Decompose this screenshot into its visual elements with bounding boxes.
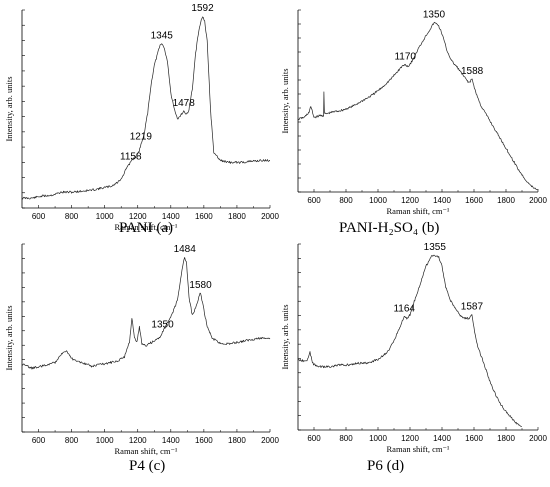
panel-caption-b: PANI-H₂SO₄ (b): [339, 220, 440, 236]
peak-label-c: 1580: [189, 280, 212, 291]
peak-label-a: 1219: [130, 132, 153, 143]
x-tick-label-b: 1000: [369, 196, 387, 205]
x-tick-label-d: 800: [339, 434, 353, 443]
x-tick-label-d: 1800: [497, 434, 515, 443]
x-tick-label-c: 1800: [228, 436, 246, 445]
peak-label-b: 1588: [461, 66, 484, 77]
panel-caption-c: P4 (c): [129, 458, 166, 474]
y-axis-title-d: Intensity, arb. units: [280, 304, 290, 369]
peak-label-b: 1170: [394, 52, 416, 63]
panel-b: 600 800 1000 1200 1400 1600 1800 2000 Raman shif…: [280, 9, 547, 216]
x-tick-label-a: 1400: [162, 212, 180, 221]
x-axis-title-d: Raman shift, cm⁻¹: [387, 444, 450, 454]
peak-label-d: 1355: [424, 242, 447, 253]
y-axis-title-a: Intensity, arb. units: [4, 76, 14, 141]
x-tick-label-a: 600: [32, 212, 46, 221]
x-axis-title-a: Raman shift, cm⁻¹: [115, 222, 178, 232]
x-tick-label-b: 1800: [497, 196, 515, 205]
x-tick-label-c: 2000: [261, 436, 279, 445]
spectrum-line-d: [297, 254, 522, 427]
panel-c: 600 800 1000 1200 1400 1600 1800 2000 Raman shif…: [4, 243, 279, 456]
x-tick-label-c: 1200: [129, 436, 147, 445]
x-tick-label-c: 1600: [195, 436, 213, 445]
x-tick-label-a: 1600: [195, 212, 213, 221]
y-axis-title-b: Intensity, arb. units: [280, 68, 290, 133]
peak-label-a: 1478: [173, 98, 196, 109]
x-tick-label-b: 600: [307, 196, 321, 205]
x-axis-title-b: Raman shift, cm⁻¹: [387, 206, 450, 216]
x-tick-label-a: 800: [65, 212, 79, 221]
x-tick-label-b: 2000: [529, 196, 547, 205]
peak-label-c: 1484: [174, 244, 197, 255]
x-axis-title-c: Raman shift, cm⁻¹: [115, 446, 178, 456]
x-tick-label-a: 1800: [228, 212, 246, 221]
peak-label-a: 1345: [151, 31, 174, 42]
panel-a: 600 800 1000 1200 1400 1600 1800 2000 Raman shif…: [4, 3, 279, 232]
x-tick-label-d: 1000: [369, 434, 387, 443]
spectrum-line-b: [297, 21, 539, 191]
peak-label-a: 1158: [120, 151, 142, 162]
x-tick-label-d: 1200: [401, 434, 419, 443]
x-tick-label-d: 1400: [433, 434, 451, 443]
y-axis-title-c: Intensity, arb. units: [4, 305, 14, 370]
x-tick-label-b: 1600: [465, 196, 483, 205]
peak-label-b: 1350: [423, 10, 446, 21]
panel-caption-d: P6 (d): [367, 458, 405, 474]
x-tick-label-a: 2000: [261, 212, 279, 221]
spectrum-line-a: [21, 16, 271, 200]
x-tick-label-b: 800: [339, 196, 353, 205]
peak-label-a: 1592: [191, 3, 214, 14]
panel-d: 600 800 1000 1200 1400 1600 1800 2000 Raman shif…: [280, 242, 547, 454]
x-tick-label-d: 2000: [529, 434, 547, 443]
x-tick-label-a: 1000: [96, 212, 114, 221]
x-tick-label-b: 1200: [401, 196, 419, 205]
spectrum-line-c: [21, 257, 271, 370]
x-tick-label-c: 600: [32, 436, 46, 445]
peak-label-c: 1350: [151, 319, 174, 330]
panel-caption-a: PANI (a): [119, 220, 174, 236]
peak-label-d: 1587: [461, 302, 484, 313]
peak-label-d: 1164: [393, 304, 415, 315]
x-tick-label-d: 1600: [465, 434, 483, 443]
x-tick-label-c: 800: [65, 436, 79, 445]
x-tick-label-d: 600: [307, 434, 321, 443]
x-tick-label-c: 1400: [162, 436, 180, 445]
x-tick-label-b: 1400: [433, 196, 451, 205]
x-tick-label-c: 1000: [96, 436, 114, 445]
x-tick-label-a: 1200: [129, 212, 147, 221]
